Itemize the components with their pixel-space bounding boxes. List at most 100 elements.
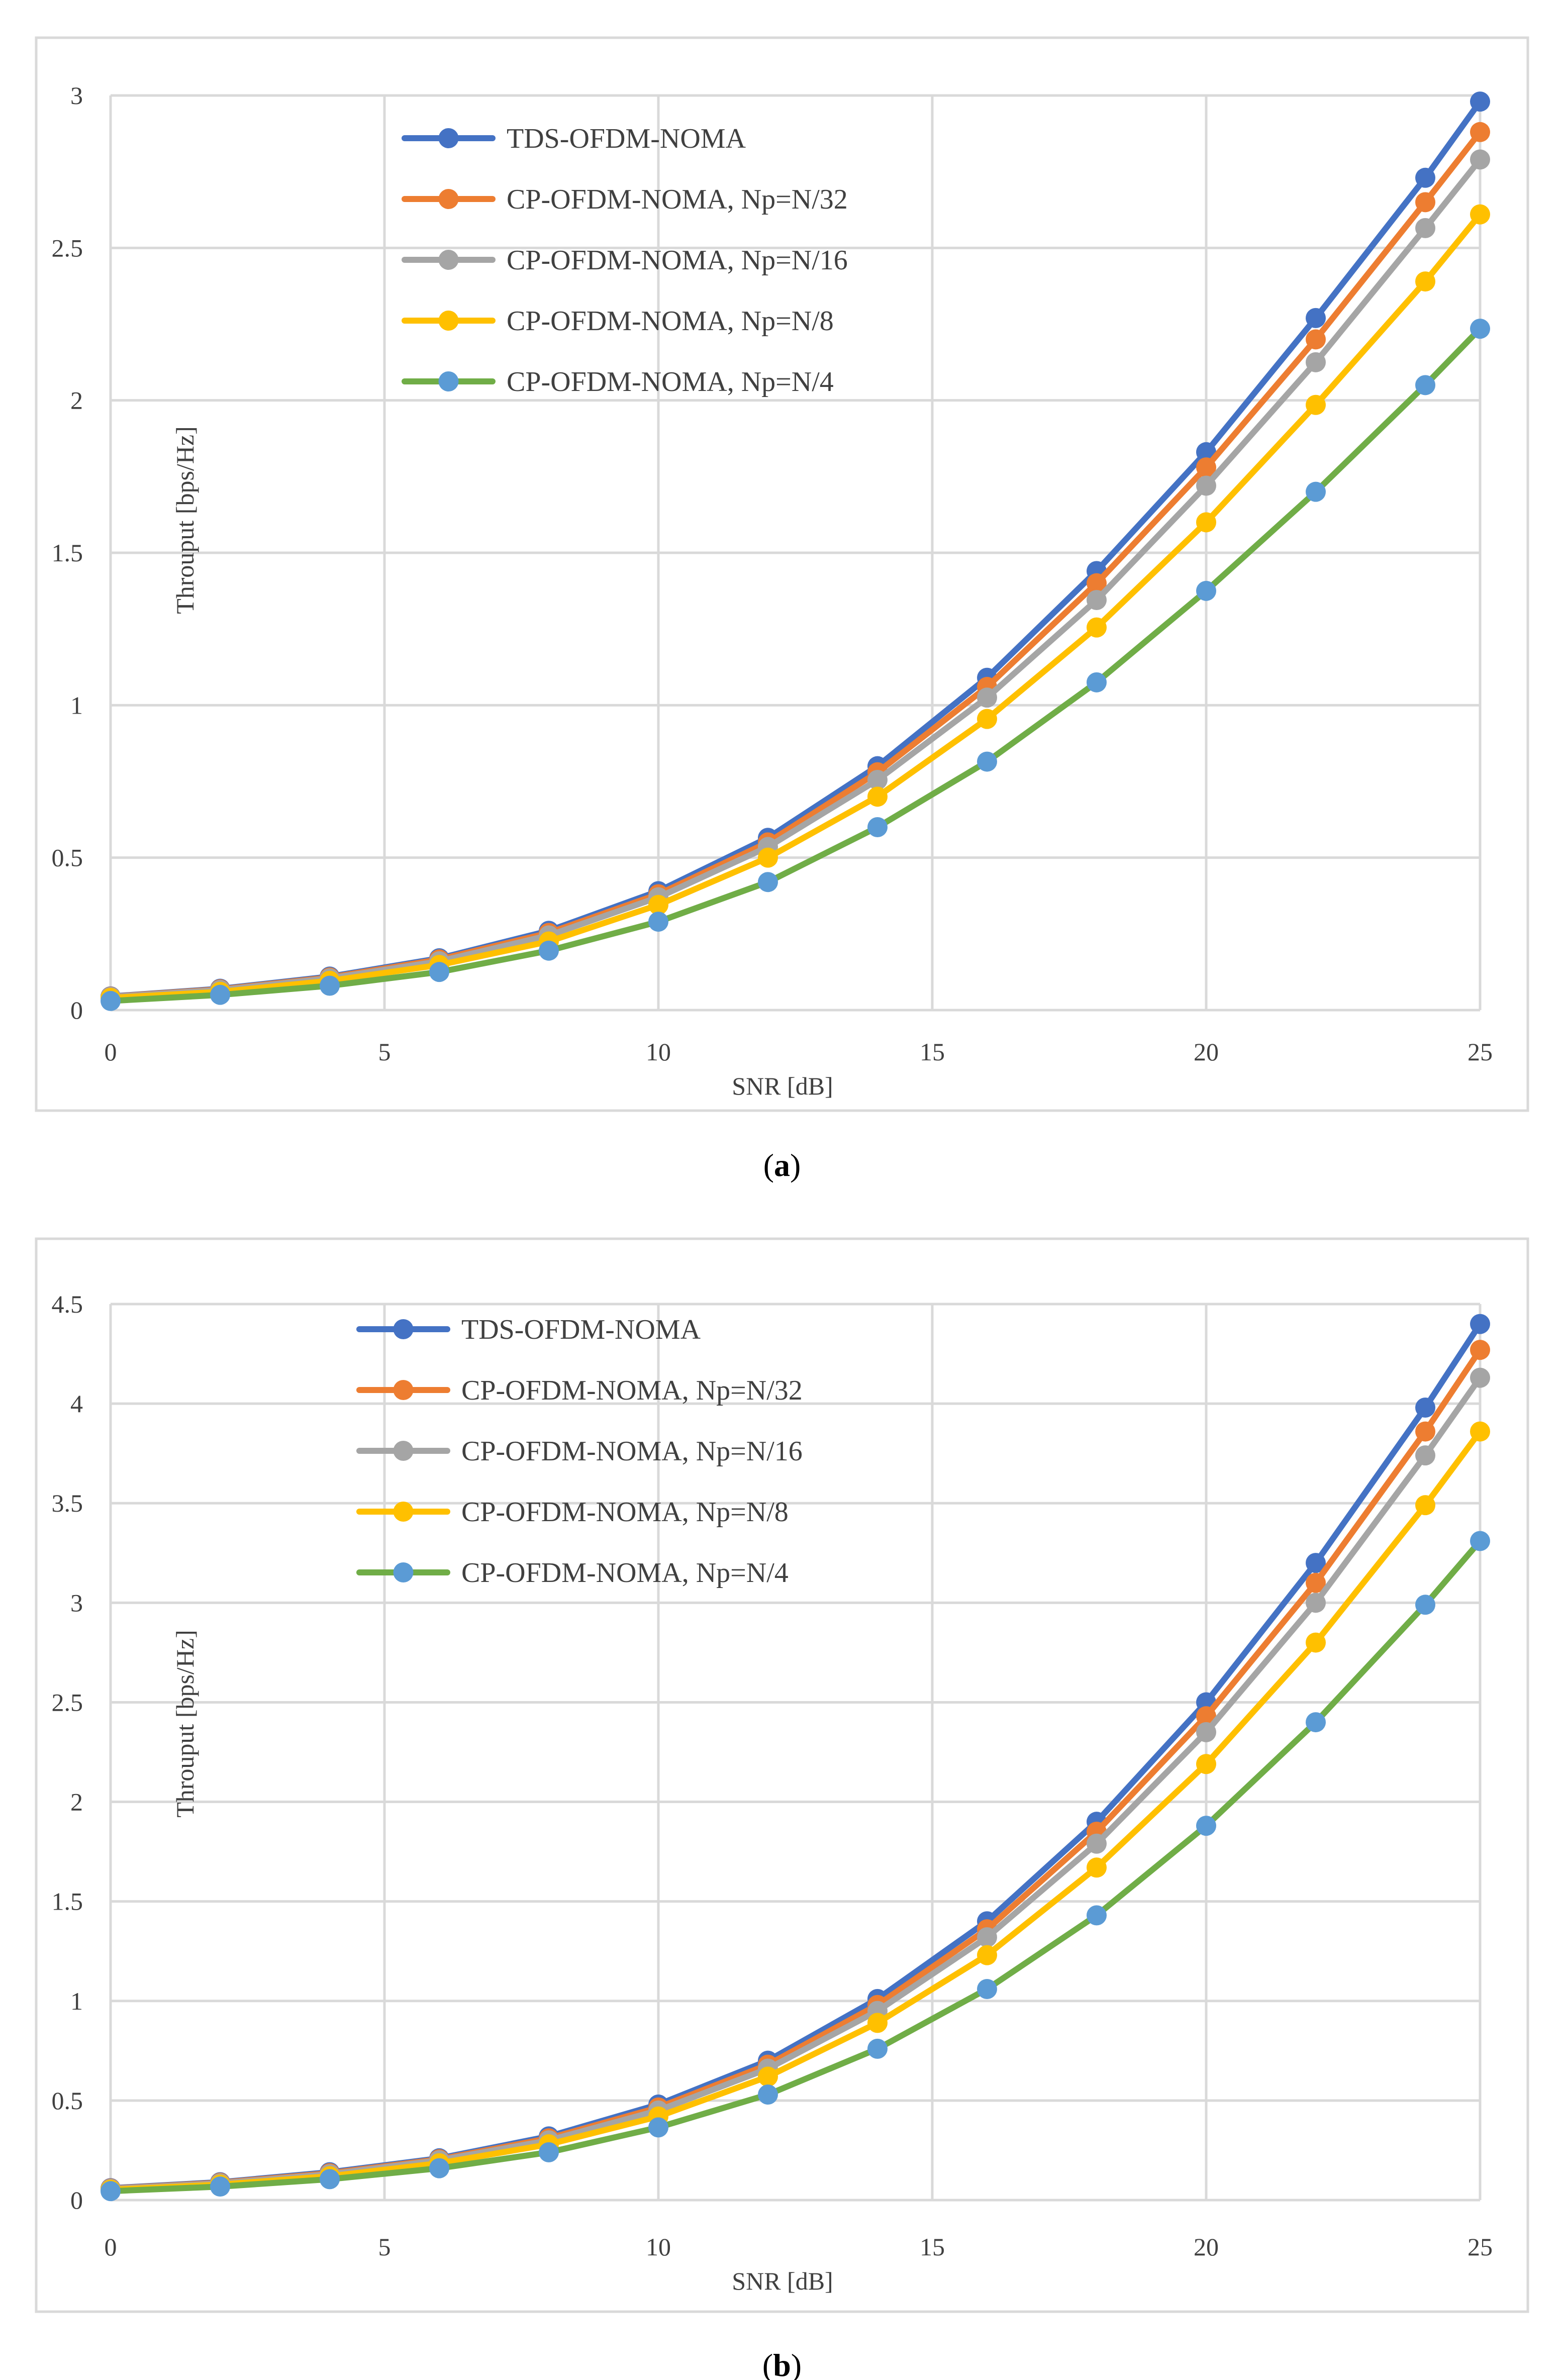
chart-b-y-tick-label: 3 — [70, 1589, 83, 1617]
chart-b-data-point — [1415, 1398, 1435, 1418]
chart-a-y-tick-label: 1.5 — [52, 539, 83, 567]
chart-a-legend-item-5: CP-OFDM-NOMA, Np=N/4 — [402, 366, 834, 398]
chart-a-series-line-4 — [108, 211, 1483, 1001]
chart-a-legend: TDS-OFDM-NOMA CP-OFDM-NOMA, Np=N/32 CP-OFD… — [402, 123, 848, 398]
chart-a-data-point — [1196, 475, 1216, 496]
chart-b-data-point — [1470, 1314, 1490, 1334]
chart-b-data-point — [758, 2066, 778, 2087]
chart-a-data-point — [1415, 271, 1435, 292]
chart-a-panel-label: a — [774, 1147, 790, 1183]
chart-a-data-point — [1470, 122, 1490, 142]
chart-a-data-point — [210, 984, 230, 1005]
chart-a-data-point — [1415, 192, 1435, 213]
chart-a-y-tick-label: 0 — [70, 996, 83, 1024]
chart-b-data-point — [977, 1979, 997, 2000]
chart-a-legend-item-4: CP-OFDM-NOMA, Np=N/8 — [402, 306, 834, 337]
chart-a-data-point — [1470, 91, 1490, 112]
chart-a-caption: (a) — [763, 1147, 801, 1183]
chart-panel-b: 0 0.5 1 1.5 2 2.5 3 3.5 4 4.5 0 5 10 15 20 25 SNR [dB]… — [35, 1237, 1529, 2380]
chart-b-y-tick-label: 4.5 — [52, 1290, 83, 1318]
chart-b-legend-item-5: CP-OFDM-NOMA, Np=N/4 — [356, 1557, 789, 1589]
chart-b-panel-label: b — [773, 2347, 791, 2380]
chart-a-y-tick-label: 2 — [70, 386, 83, 415]
chart-b-data-point — [210, 2176, 230, 2197]
chart-a-data-point — [539, 940, 559, 961]
chart-panel-a: 0 0.5 1 1.5 2 2.5 3 0 5 10 15 20 25 SNR [dB] Throup… — [35, 36, 1529, 1183]
chart-b-data-point — [429, 2158, 449, 2178]
chart-a-data-point — [758, 847, 778, 868]
chart-b-x-ticks: 0 5 10 15 20 25 — [105, 2233, 1493, 2261]
chart-a-data-point — [1470, 204, 1490, 225]
chart-a-legend-marker — [438, 311, 459, 331]
chart-b-x-tick-label: 5 — [378, 2233, 391, 2261]
chart-b-data-point — [1306, 1632, 1326, 1653]
chart-a-data-point — [867, 769, 888, 790]
chart-a-x-tick-label: 10 — [646, 1038, 671, 1066]
chart-a-x-tick-label: 0 — [105, 1038, 117, 1066]
chart-b-y-ticks: 0 0.5 1 1.5 2 2.5 3 3.5 4 4.5 — [52, 1290, 83, 2214]
chart-b-y-tick-label: 4 — [70, 1390, 83, 1418]
chart-a-y-axis-label: Throuput [bps/Hz] — [171, 426, 199, 614]
chart-b-x-tick-label: 20 — [1194, 2233, 1219, 2261]
chart-b-legend-marker — [393, 1502, 414, 1522]
chart-a-y-tick-label: 3 — [70, 81, 83, 110]
chart-b-legend-item-1: TDS-OFDM-NOMA — [356, 1314, 701, 1345]
chart-a-data-point — [977, 687, 997, 708]
chart-a-data-point — [648, 912, 668, 932]
chart-b-data-point — [1196, 1722, 1216, 1742]
chart-b-data-point — [1306, 1712, 1326, 1733]
chart-a-y-tick-label: 0.5 — [52, 844, 83, 872]
chart-a-frame — [35, 36, 1529, 1112]
chart-b-legend-item-2: CP-OFDM-NOMA, Np=N/32 — [356, 1375, 803, 1406]
chart-b-y-tick-label: 2 — [70, 1788, 83, 1816]
chart-a-legend-marker — [438, 250, 459, 270]
chart-b-legend-marker — [393, 1562, 414, 1582]
chart-a-legend-label: TDS-OFDM-NOMA — [507, 123, 746, 154]
chart-a-data-point — [1415, 218, 1435, 238]
chart-b-legend-label: CP-OFDM-NOMA, Np=N/32 — [461, 1375, 803, 1406]
chart-b-series-line-4 — [108, 1428, 1483, 2193]
chart-a-data-point — [1306, 394, 1326, 415]
chart-b-data-point — [1470, 1531, 1490, 1551]
chart-a-legend-label: CP-OFDM-NOMA, Np=N/32 — [507, 184, 848, 215]
chart-a-data-point — [1306, 352, 1326, 372]
chart-b-series-line-5 — [108, 1538, 1483, 2195]
chart-b-caption: (b) — [762, 2347, 802, 2380]
chart-a-y-ticks: 0 0.5 1 1.5 2 2.5 3 — [52, 81, 83, 1024]
chart-a-data-point — [758, 872, 778, 892]
chart-b-legend-label: TDS-OFDM-NOMA — [461, 1314, 701, 1345]
chart-b-data-point — [1415, 1445, 1435, 1466]
chart-b-legend: TDS-OFDM-NOMA CP-OFDM-NOMA, Np=N/32 CP-OFD… — [356, 1314, 803, 1589]
chart-b-x-tick-label: 10 — [646, 2233, 671, 2261]
chart-b-legend-label: CP-OFDM-NOMA, Np=N/8 — [461, 1497, 789, 1528]
chart-a-data-point — [1415, 375, 1435, 395]
chart-a-data-point — [867, 786, 888, 807]
chart-b-data-point — [320, 2169, 340, 2190]
chart-b-y-axis-label: Throuput [bps/Hz] — [171, 1630, 199, 1818]
chart-b-data-point — [1306, 1593, 1326, 1613]
chart-b-data-point — [977, 1945, 997, 1965]
chart-b-y-tick-label: 2.5 — [52, 1688, 83, 1716]
chart-a-data-point — [977, 709, 997, 729]
chart-b-data-point — [1470, 1367, 1490, 1388]
chart-b-x-axis-label: SNR [dB] — [732, 2267, 833, 2295]
chart-b-frame — [35, 1237, 1529, 2313]
chart-b-data-point — [1196, 1816, 1216, 1836]
chart-b-data-point — [1470, 1340, 1490, 1360]
chart-b-legend-item-4: CP-OFDM-NOMA, Np=N/8 — [356, 1497, 789, 1528]
chart-b-legend-marker — [393, 1319, 414, 1339]
chart-a-x-tick-label: 25 — [1468, 1038, 1493, 1066]
chart-b-data-point — [101, 2181, 121, 2202]
chart-b-data-point — [1087, 1857, 1107, 1878]
chart-a-data-point — [977, 751, 997, 772]
chart-a-data-point — [1415, 167, 1435, 188]
chart-b-data-point — [1415, 1495, 1435, 1516]
chart-a-legend-marker — [438, 128, 459, 148]
chart-b-legend-label: CP-OFDM-NOMA, Np=N/4 — [461, 1557, 789, 1589]
chart-a-legend-label: CP-OFDM-NOMA, Np=N/4 — [507, 366, 834, 398]
chart-b-legend-marker — [393, 1441, 414, 1461]
chart-a-x-ticks: 0 5 10 15 20 25 — [105, 1038, 1493, 1066]
chart-a-data-point — [1087, 573, 1107, 593]
chart-b-y-tick-label: 0.5 — [52, 2087, 83, 2115]
chart-b-data-point — [758, 2085, 778, 2105]
